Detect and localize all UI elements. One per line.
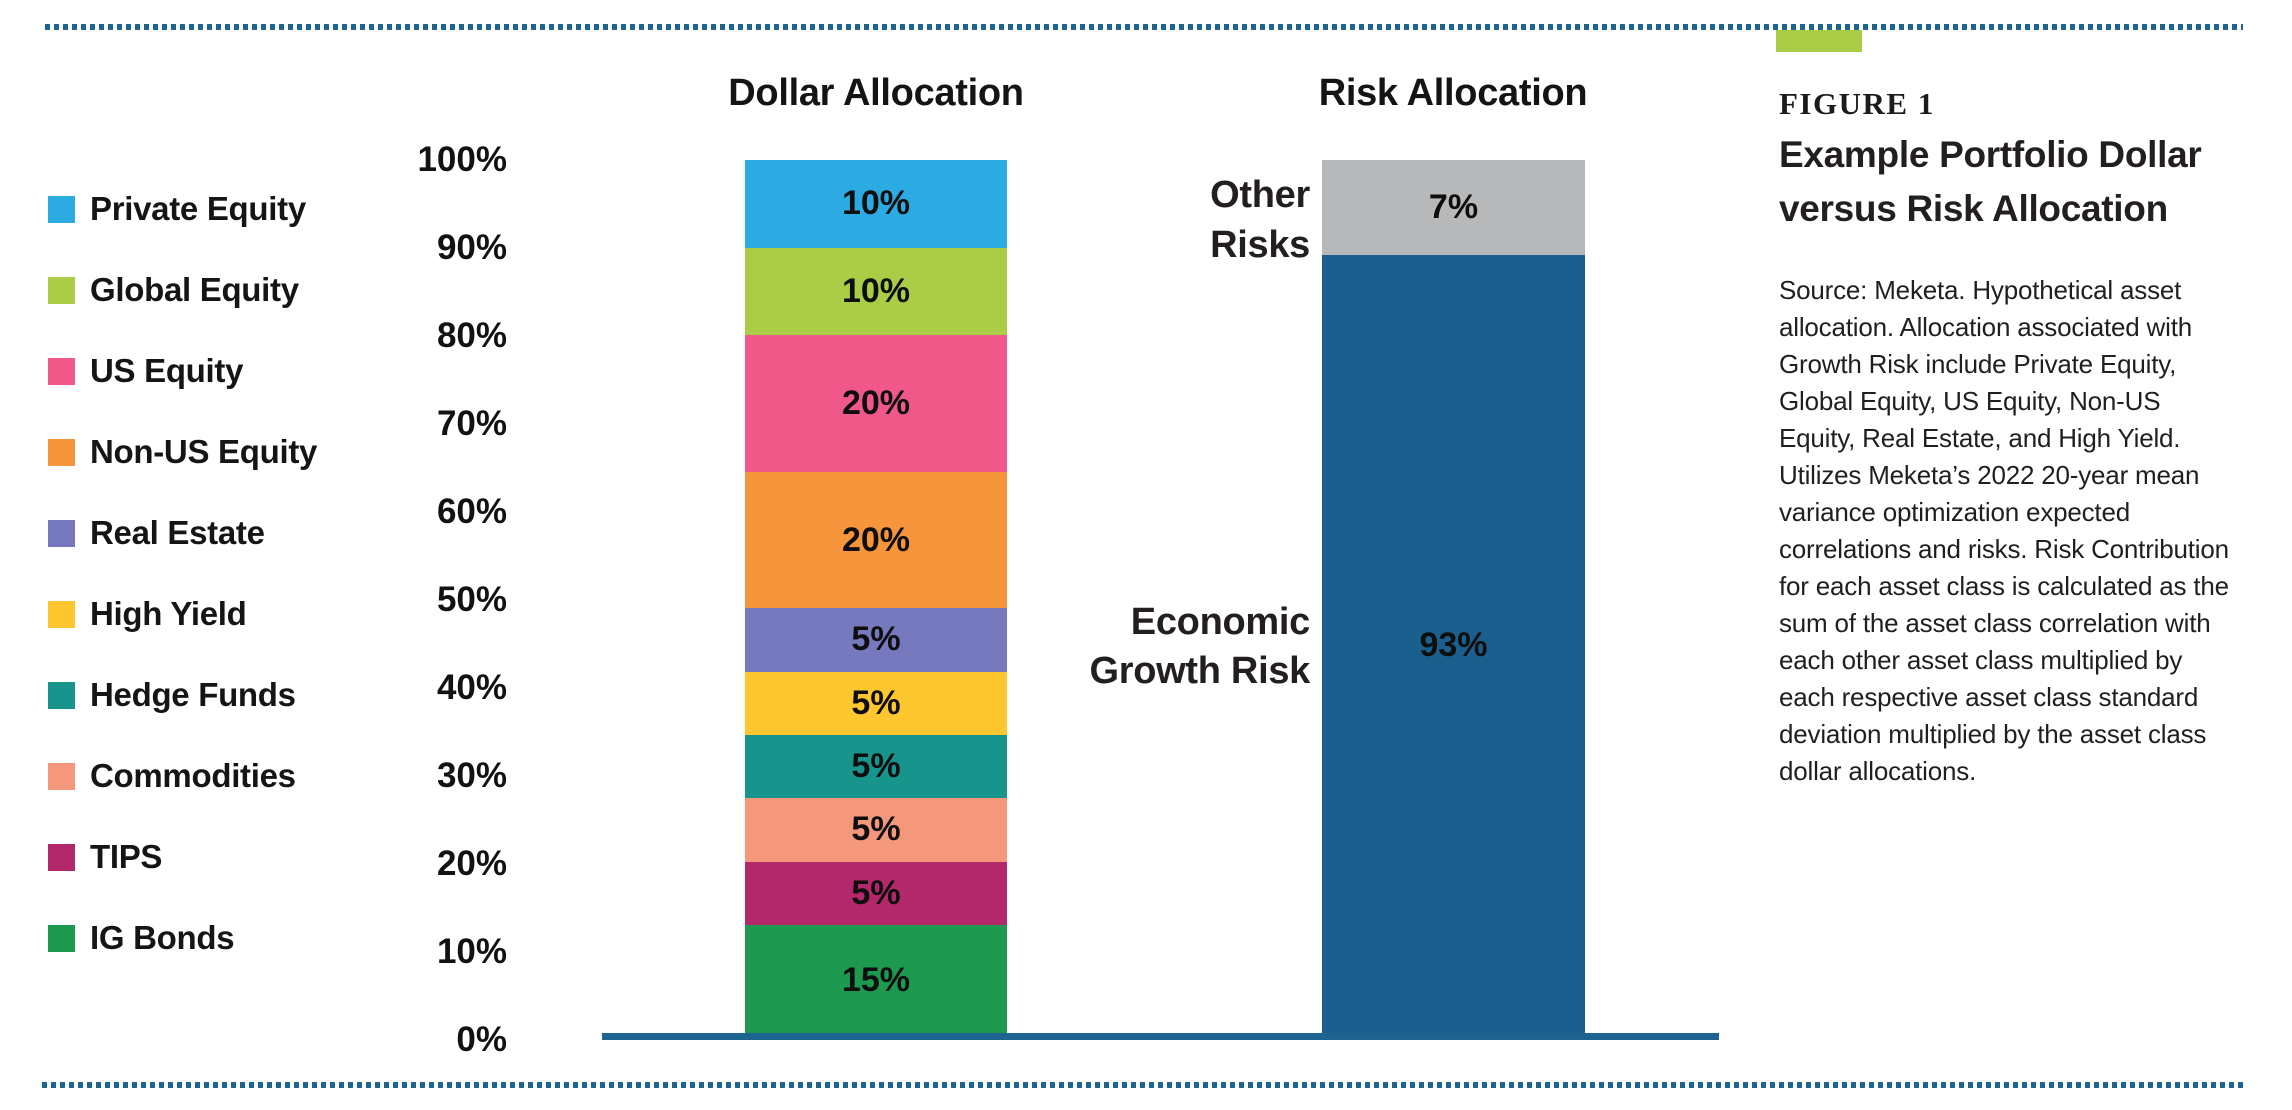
x-axis-line bbox=[602, 1033, 1719, 1040]
y-tick-40: 40% bbox=[436, 668, 507, 707]
segment-value-label: 10% bbox=[841, 272, 911, 311]
legend-item-private-equity: Private Equity bbox=[48, 190, 306, 227]
bar-segment-real-estate: 5% bbox=[745, 608, 1007, 672]
other-risks-line2: Risks bbox=[1210, 224, 1310, 266]
legend-label: US Equity bbox=[90, 352, 244, 389]
bar-segment-economic-growth-risk: 93% bbox=[1322, 254, 1585, 1037]
legend-swatch-tips bbox=[48, 843, 75, 871]
legend-label: Non-US Equity bbox=[90, 433, 318, 470]
legend-label: IG Bonds bbox=[90, 919, 235, 956]
bottom-dotted-border bbox=[42, 1082, 2246, 1088]
y-tick-50: 50% bbox=[436, 580, 507, 619]
legend-swatch-high-yield bbox=[48, 600, 75, 628]
y-tick-90: 90% bbox=[436, 228, 507, 267]
figure-title: Example Portfolio Dollar versus Risk All… bbox=[1779, 128, 2249, 236]
bar-segment-other-risks: 7% bbox=[1322, 160, 1585, 255]
segment-value-label: 5% bbox=[851, 810, 901, 849]
legend-swatch-private-equity bbox=[48, 195, 75, 223]
segment-value-label: 5% bbox=[851, 747, 901, 786]
legend-item-global-equity: Global Equity bbox=[48, 271, 299, 308]
segment-value-label: 5% bbox=[851, 873, 901, 912]
bar-segment-commodities: 5% bbox=[745, 798, 1007, 862]
top-dotted-border bbox=[45, 24, 2243, 30]
legend-label: TIPS bbox=[90, 838, 163, 875]
bar-segment-high-yield: 5% bbox=[745, 671, 1007, 735]
legend-swatch-hedge-funds bbox=[48, 681, 75, 709]
bar-segment-ig-bonds: 15% bbox=[745, 924, 1007, 1037]
risk-allocation-bar: 7% 93% bbox=[1322, 160, 1585, 1037]
bar-segment-us-equity: 20% bbox=[745, 335, 1007, 472]
segment-value-label: 93% bbox=[1419, 626, 1488, 665]
legend-label: Private Equity bbox=[90, 190, 306, 227]
y-tick-60: 60% bbox=[436, 492, 507, 531]
y-tick-70: 70% bbox=[436, 404, 507, 443]
bar-segment-private-equity: 10% bbox=[745, 160, 1007, 248]
segment-value-label: 20% bbox=[841, 384, 911, 423]
segment-value-label: 10% bbox=[841, 184, 911, 223]
bar-segment-tips: 5% bbox=[745, 861, 1007, 925]
y-tick-100: 100% bbox=[417, 140, 507, 179]
legend-item-real-estate: Real Estate bbox=[48, 514, 265, 551]
legend-swatch-ig-bonds bbox=[48, 924, 75, 952]
y-tick-30: 30% bbox=[436, 756, 507, 795]
legend-swatch-us-equity bbox=[48, 357, 75, 385]
figure-number-label: FIGURE 1 bbox=[1779, 86, 1935, 121]
dollar-allocation-title: Dollar Allocation bbox=[728, 72, 1024, 114]
figure-title-line2: versus Risk Allocation bbox=[1779, 188, 2168, 229]
legend-label: Global Equity bbox=[90, 271, 299, 308]
legend-item-ig-bonds: IG Bonds bbox=[48, 919, 235, 956]
legend-label: Real Estate bbox=[90, 514, 265, 551]
segment-value-label: 5% bbox=[851, 683, 901, 722]
legend-item-non-us-equity: Non-US Equity bbox=[48, 433, 318, 470]
segment-value-label: 5% bbox=[851, 620, 901, 659]
legend-item-high-yield: High Yield bbox=[48, 595, 247, 632]
y-tick-20: 20% bbox=[436, 844, 507, 883]
legend-swatch-real-estate bbox=[48, 519, 75, 547]
segment-value-label: 7% bbox=[1428, 187, 1479, 226]
legend-swatch-non-us-equity bbox=[48, 438, 75, 466]
growth-risk-line2: Growth Risk bbox=[1089, 650, 1310, 692]
y-tick-10: 10% bbox=[436, 932, 507, 971]
bar-segment-global-equity: 10% bbox=[745, 247, 1007, 336]
segment-value-label: 15% bbox=[841, 961, 911, 1000]
accent-bar bbox=[1776, 30, 1862, 52]
legend-swatch-global-equity bbox=[48, 276, 75, 304]
legend-item-us-equity: US Equity bbox=[48, 352, 244, 389]
bar-segment-hedge-funds: 5% bbox=[745, 734, 1007, 799]
legend-label: High Yield bbox=[90, 595, 247, 632]
dollar-allocation-bar: 10% 10% 20% 20% 5% 5% 5% 5% 5% 15% bbox=[745, 160, 1007, 1037]
other-risks-label: Other Risks bbox=[1020, 170, 1310, 270]
growth-risk-line1: Economic bbox=[1130, 601, 1311, 643]
y-tick-80: 80% bbox=[436, 316, 507, 355]
other-risks-line1: Other bbox=[1210, 174, 1310, 216]
source-note: Source: Meketa. Hypothetical asset alloc… bbox=[1779, 275, 2229, 786]
economic-growth-risk-label: Economic Growth Risk bbox=[940, 598, 1310, 696]
y-tick-0: 0% bbox=[456, 1020, 507, 1059]
risk-allocation-title: Risk Allocation bbox=[1318, 72, 1588, 114]
legend-label: Hedge Funds bbox=[90, 676, 296, 713]
legend-item-tips: TIPS bbox=[48, 838, 163, 875]
bar-segment-non-us-equity: 20% bbox=[745, 471, 1007, 609]
legend-label: Commodities bbox=[90, 757, 296, 794]
legend-swatch-commodities bbox=[48, 762, 75, 790]
figure-title-line1: Example Portfolio Dollar bbox=[1779, 134, 2202, 175]
legend-item-hedge-funds: Hedge Funds bbox=[48, 676, 296, 713]
segment-value-label: 20% bbox=[841, 520, 911, 559]
legend-item-commodities: Commodities bbox=[48, 757, 296, 794]
